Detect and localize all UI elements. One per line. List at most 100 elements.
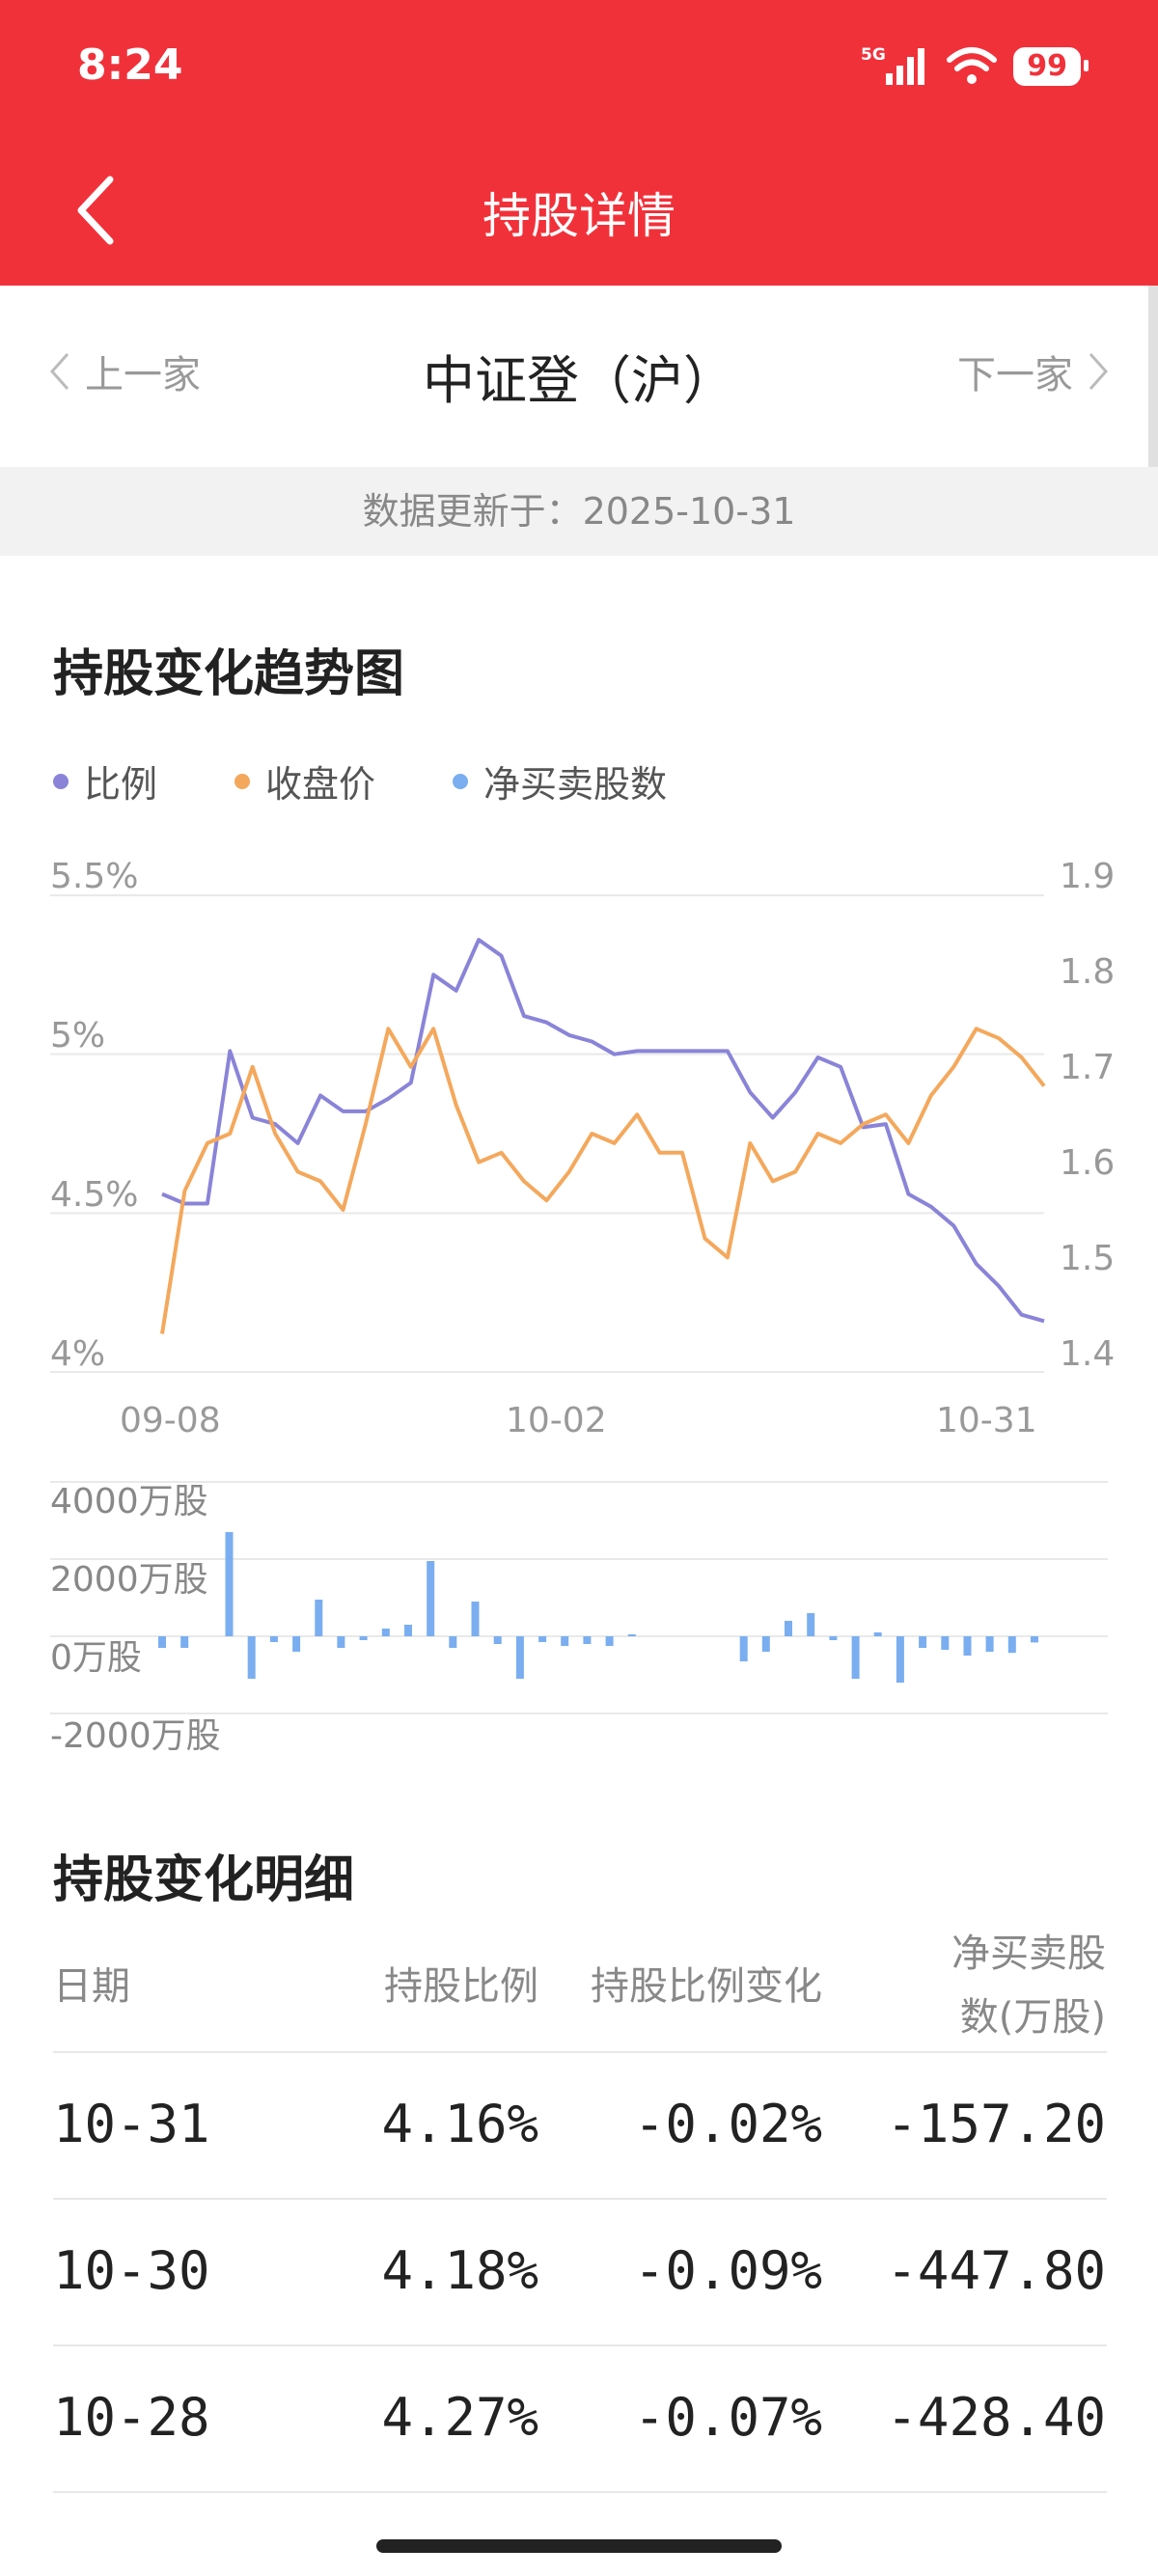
cellular-signal-icon: 5G (861, 45, 925, 85)
net-volume-bar (963, 1636, 972, 1656)
net-volume-bar (985, 1636, 994, 1652)
net-volume-bar (180, 1636, 189, 1648)
net-volume-bar (381, 1629, 390, 1636)
trend-section-title: 持股变化趋势图 (53, 645, 405, 703)
net-volume-bar (896, 1636, 904, 1683)
net-volume-bar (1007, 1636, 1016, 1654)
cell-net: -428.40 (886, 2387, 1106, 2448)
next-org-label: 下一家 (957, 353, 1073, 397)
y-left-tick-label: 4.5% (50, 1175, 139, 1215)
org-nav-row: 上一家 中证登（沪） 下一家 (0, 286, 1158, 467)
cell-date: 10-31 (53, 2094, 210, 2154)
net-volume-bar (404, 1625, 412, 1636)
y-right-tick-label: 1.6 (1060, 1143, 1116, 1183)
col-header-net-line1: 净买卖股 (951, 1932, 1106, 1976)
battery-icon: 99 (1013, 47, 1089, 86)
net-volume-bar (627, 1634, 636, 1636)
cell-date: 10-28 (53, 2387, 210, 2448)
legend-dot-close (234, 773, 251, 789)
y-right-tick-label: 1.8 (1060, 952, 1116, 992)
net-volume-bar (561, 1636, 569, 1646)
svg-text:5G: 5G (861, 45, 886, 65)
net-volume-bar (225, 1532, 234, 1636)
legend-item-close[interactable]: 收盘价 (234, 754, 375, 808)
trend-line-chart[interactable] (0, 849, 1158, 1389)
chevron-left-icon (49, 353, 69, 390)
col-header-ratio: 持股比例 (384, 1964, 538, 2009)
net-volume-bar (427, 1561, 435, 1636)
col-header-date: 日期 (53, 1964, 130, 2009)
legend-dot-ratio (53, 773, 69, 789)
y-left-tick-label: 4% (50, 1334, 106, 1374)
y-left-tick-label: 5.5% (50, 857, 139, 896)
net-volume-bar (292, 1636, 301, 1652)
cell-change: -0.02% (633, 2094, 822, 2154)
chart-legend: 比例 收盘价 净买卖股数 (53, 754, 667, 808)
status-time: 8:24 (77, 41, 183, 90)
cell-ratio: 4.27% (381, 2387, 538, 2448)
net-volume-bar (471, 1602, 480, 1636)
col-header-net-line2: 数(万股) (959, 1995, 1106, 2040)
wifi-icon (947, 47, 998, 84)
legend-label-close: 收盘价 (265, 763, 376, 806)
update-time-bar: 数据更新于：2025-10-31 (0, 467, 1158, 556)
prev-org-label: 上一家 (85, 353, 201, 397)
detail-section-title: 持股变化明细 (53, 1851, 355, 1909)
y-right-tick-label: 1.9 (1060, 857, 1116, 896)
legend-dot-net (453, 773, 469, 789)
bar-y-tick-label: 0万股 (50, 1638, 142, 1678)
net-volume-bar (873, 1632, 882, 1636)
net-volume-bar (247, 1636, 256, 1679)
net-volume-bar (605, 1636, 614, 1646)
row-divider (53, 2198, 1107, 2200)
prev-org-button[interactable]: 上一家 (48, 343, 201, 399)
legend-label-ratio: 比例 (84, 763, 158, 806)
net-volume-bar (359, 1636, 368, 1640)
y-left-tick-label: 5% (50, 1016, 106, 1055)
cell-ratio: 4.16% (381, 2094, 538, 2154)
x-tick-label: 10-02 (506, 1401, 607, 1440)
y-right-tick-label: 1.5 (1060, 1239, 1116, 1278)
bar-y-tick-label: 4000万股 (50, 1482, 208, 1521)
page-title: 持股详情 (482, 188, 676, 244)
back-button[interactable] (68, 172, 125, 249)
scroll-indicator[interactable] (1148, 286, 1158, 536)
cell-net: -157.20 (886, 2094, 1106, 2154)
bar-y-tick-label: 2000万股 (50, 1560, 208, 1600)
legend-label-net: 净买卖股数 (483, 763, 668, 806)
net-volume-bar (515, 1636, 524, 1679)
bar-y-tick-label: -2000万股 (50, 1716, 221, 1756)
cell-change: -0.09% (633, 2240, 822, 2301)
net-volume-bar (829, 1636, 838, 1640)
series-line-ratio (161, 938, 1045, 1324)
net-volume-bar-chart[interactable] (0, 1466, 1158, 1756)
legend-item-net[interactable]: 净买卖股数 (453, 754, 667, 808)
net-volume-bar (761, 1636, 770, 1652)
cell-change: -0.07% (633, 2387, 822, 2448)
net-volume-bar (807, 1613, 815, 1636)
y-right-tick-label: 1.7 (1060, 1048, 1116, 1087)
net-volume-bar (269, 1636, 278, 1642)
series-line-close-price (160, 1027, 1046, 1334)
net-volume-bar (739, 1636, 748, 1661)
net-volume-bar (315, 1600, 323, 1636)
col-header-change: 持股比例变化 (591, 1964, 822, 2009)
net-volume-bar (538, 1636, 547, 1642)
net-volume-bar (1031, 1636, 1038, 1643)
row-divider (53, 2051, 1107, 2053)
app-header: 8:24 5G 99 持股详情 (0, 0, 1158, 286)
net-volume-bar (449, 1636, 457, 1648)
x-tick-label: 10-31 (936, 1401, 1037, 1440)
row-divider (53, 2491, 1107, 2493)
net-volume-bar (493, 1636, 502, 1644)
net-volume-bar (919, 1636, 927, 1648)
legend-item-ratio[interactable]: 比例 (53, 754, 157, 808)
home-indicator[interactable] (376, 2539, 782, 2553)
chevron-right-icon (1089, 353, 1109, 390)
net-volume-bar (337, 1636, 345, 1648)
next-org-button[interactable]: 下一家 (957, 343, 1110, 399)
row-divider (53, 2344, 1107, 2346)
status-icons: 5G 99 (861, 42, 1089, 91)
net-volume-bar (941, 1636, 950, 1650)
net-volume-bar (158, 1636, 166, 1648)
